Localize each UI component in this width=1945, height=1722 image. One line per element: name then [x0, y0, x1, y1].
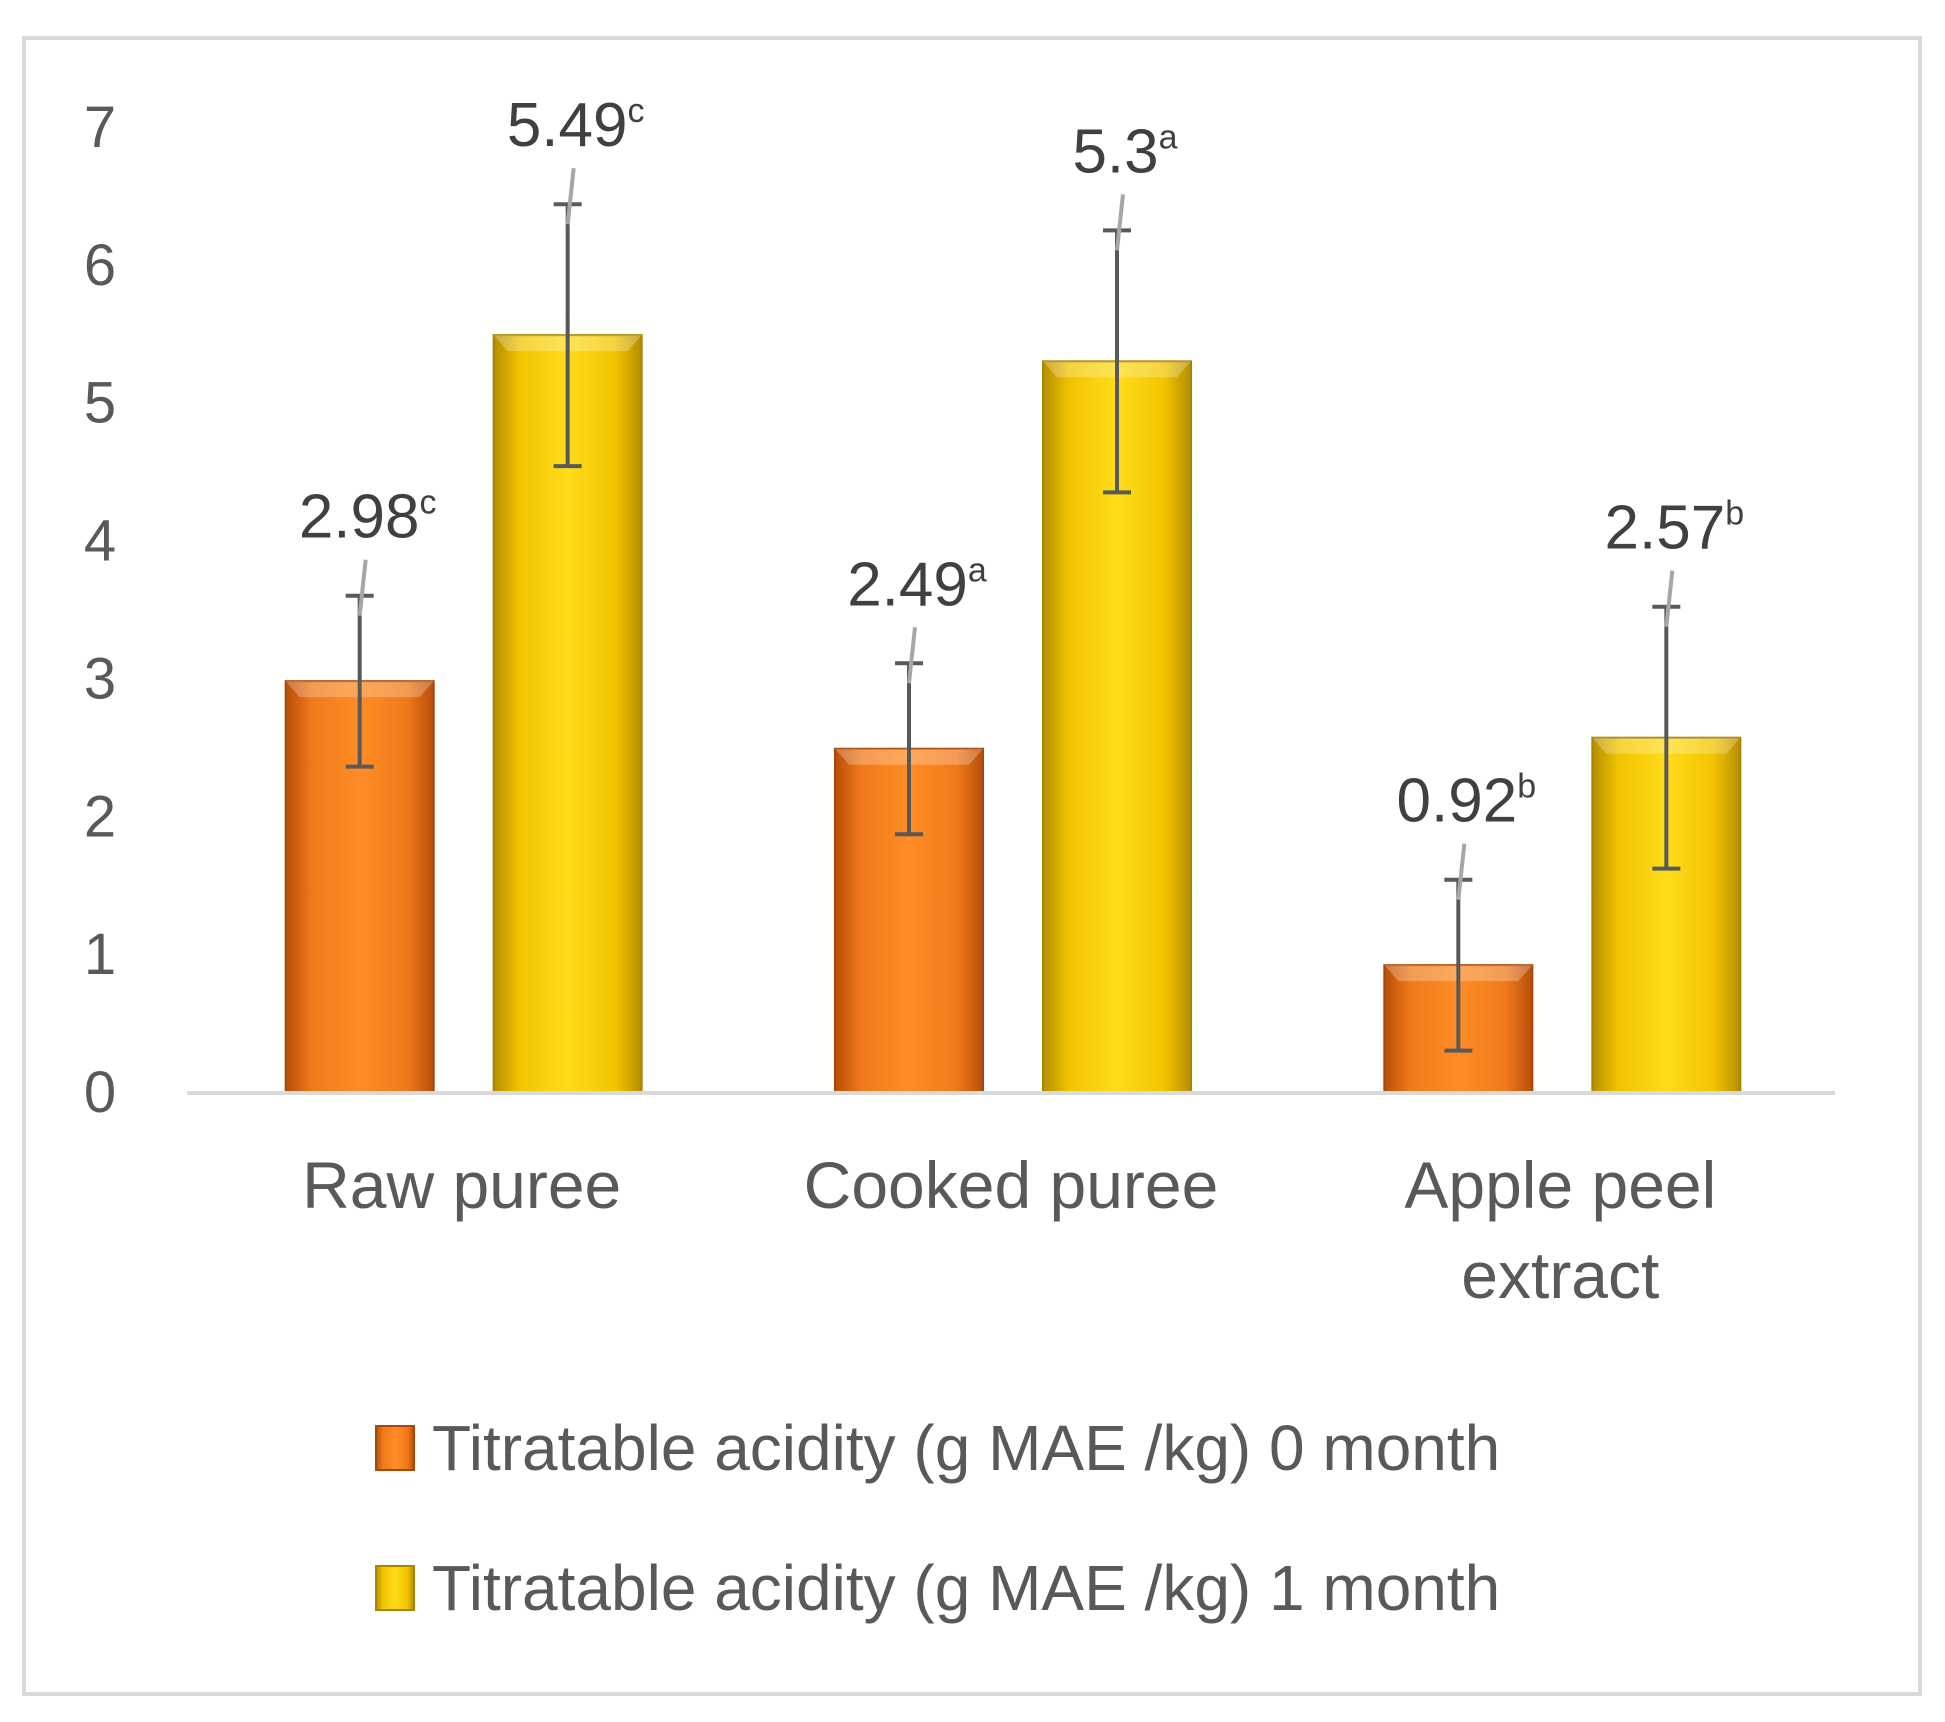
data-labels: 2.98c 5.49c 2.49a 5.3a 0.92b 2.57b [299, 91, 1744, 836]
y-tick-label: 0 [84, 1060, 116, 1125]
bars [284, 334, 1742, 1094]
data-label: 2.57b [1605, 494, 1745, 563]
legend-swatch-0-month [375, 1425, 415, 1471]
label-leader-line [1115, 194, 1125, 251]
category-labels: Raw puree Cooked puree Apple peel extract [302, 1148, 1716, 1312]
y-axis-labels: 0 1 2 3 4 5 6 7 [84, 95, 116, 1125]
label-leader-line [1456, 843, 1467, 900]
x-category-label: Cooked puree [804, 1148, 1219, 1222]
label-leader-line [357, 559, 368, 616]
data-label: 5.3a [1072, 117, 1177, 186]
y-tick-label: 2 [84, 784, 116, 849]
legend: Titratable acidity (g MAE /kg) 0 month Ti… [375, 1412, 1500, 1624]
label-leader-line [907, 627, 917, 684]
legend-swatch-1-month [375, 1565, 415, 1611]
error-bars [345, 167, 1681, 1053]
y-tick-label: 4 [84, 509, 116, 574]
label-leader-line [565, 167, 576, 225]
y-tick-label: 3 [84, 646, 116, 711]
data-label: 5.49c [507, 91, 645, 160]
y-tick-label: 6 [84, 233, 116, 298]
x-category-label: Raw puree [302, 1148, 621, 1222]
x-category-label: extract [1461, 1238, 1659, 1312]
legend-label-1-month: Titratable acidity (g MAE /kg) 1 month [432, 1552, 1500, 1624]
data-label: 2.49a [847, 550, 987, 619]
data-label: 2.98c [299, 483, 437, 552]
y-tick-label: 5 [84, 371, 116, 436]
legend-label-0-month: Titratable acidity (g MAE /kg) 0 month [432, 1412, 1500, 1484]
y-tick-label: 1 [84, 922, 116, 987]
x-category-label: Apple peel [1404, 1148, 1716, 1222]
label-leader-line [1664, 570, 1675, 627]
y-tick-label: 7 [84, 95, 116, 160]
data-label: 0.92b [1397, 767, 1537, 836]
